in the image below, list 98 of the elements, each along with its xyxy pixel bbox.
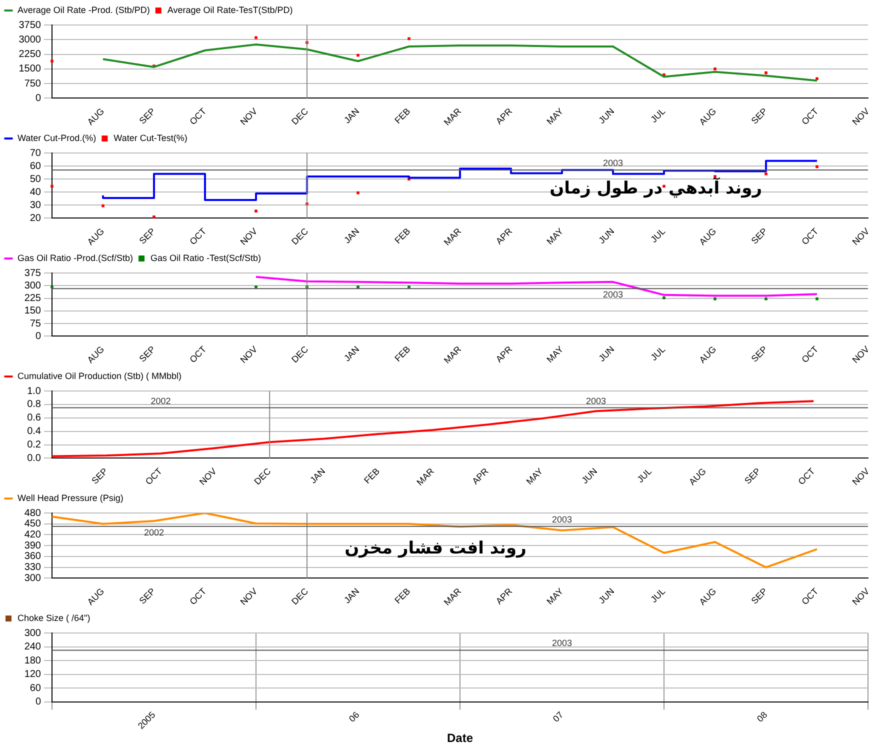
y-tick-label: 225 <box>24 293 42 304</box>
x-tick-label: JUL <box>648 106 668 125</box>
y-tick-label: 300 <box>24 280 42 292</box>
legend-label: Gas Oil Ratio -Test(Scf/Stb) <box>150 252 262 263</box>
point <box>764 297 768 300</box>
annotation: روند آبدهي در طول زمان <box>550 176 762 198</box>
y-tick-label: 1500 <box>18 64 42 75</box>
y-tick-label: 150 <box>24 306 42 317</box>
y-tick-label: 3000 <box>18 34 42 46</box>
y-tick-label: 0.2 <box>27 440 42 451</box>
point <box>662 296 666 300</box>
y-tick-label: 180 <box>24 655 42 666</box>
y-tick-label: 1.0 <box>27 386 42 397</box>
legend-label: Average Oil Rate-TesT(Stb/PD) <box>167 4 293 15</box>
x-tick-label: SEP <box>137 586 158 606</box>
y-tick-label: 75 <box>30 318 42 330</box>
x-tick-label: SEP <box>137 106 158 126</box>
x-tick-label: FEB <box>392 586 412 606</box>
x-tick-label: FEB <box>392 344 412 364</box>
point <box>764 71 768 74</box>
point <box>254 36 258 40</box>
point <box>50 60 54 63</box>
x-tick-label: SEP <box>137 344 158 364</box>
y-tick-label: 360 <box>24 551 42 562</box>
y-tick-label: 480 <box>24 508 42 519</box>
legend-label: Choke Size ( /64") <box>18 612 90 623</box>
y-tick-label: 0 <box>35 330 42 342</box>
x-tick-label: SEP <box>742 466 762 486</box>
annotation: 2003 <box>552 514 572 524</box>
y-tick-label: 450 <box>24 518 42 530</box>
y-tick-label: 70 <box>30 148 42 159</box>
x-tick-label: FEB <box>392 106 412 126</box>
x-axis-title: Date <box>446 731 474 746</box>
y-tick-label: 30 <box>30 200 42 211</box>
y-tick-label: 300 <box>24 572 42 584</box>
annotation: 2003 <box>586 396 606 406</box>
x-tick-label: 07 <box>551 710 566 724</box>
y-tick-label: 60 <box>30 160 42 172</box>
x-tick-label: SEP <box>90 466 110 486</box>
point <box>50 184 54 188</box>
x-tick-label: 06 <box>347 710 362 724</box>
y-tick-label: 330 <box>24 562 42 574</box>
x-tick-label: SEP <box>137 226 158 246</box>
point <box>714 68 716 70</box>
y-tick-label: 40 <box>30 186 42 198</box>
x-tick-label: JUL <box>648 586 668 605</box>
annotation: روند افت فشار مخزن <box>344 538 526 558</box>
legend-label: Well Head Pressure (Psig) <box>18 492 124 503</box>
x-tick-label: SEP <box>749 344 770 364</box>
point <box>254 210 258 212</box>
y-tick-label: 0.6 <box>27 412 42 424</box>
y-tick-label: 3750 <box>18 20 42 31</box>
point <box>356 54 360 57</box>
x-tick-label: SEP <box>749 106 770 126</box>
point <box>356 191 360 194</box>
x-tick-label: SEP <box>749 586 770 606</box>
point <box>50 286 54 288</box>
y-tick-label: 0 <box>35 92 42 104</box>
point <box>714 297 716 300</box>
y-tick-label: 120 <box>24 669 42 680</box>
x-tick-label: JUL <box>648 344 668 363</box>
legend-label: Gas Oil Ratio -Prod.(Scf/Stb) <box>18 252 134 263</box>
y-tick-label: 60 <box>30 682 42 694</box>
point <box>152 216 156 218</box>
legend-label: Average Oil Rate -Prod. (Stb/PD) <box>18 4 150 15</box>
y-tick-label: 50 <box>30 174 42 185</box>
x-tick-label: FEB <box>392 226 412 246</box>
point <box>662 184 666 188</box>
y-tick-label: 2250 <box>18 49 42 60</box>
legend-label: Water Cut-Prod.(%) <box>18 132 96 143</box>
legend-label: Water Cut-Test(%) <box>114 132 188 143</box>
y-tick-label: 750 <box>24 78 42 90</box>
annotation: 2003 <box>552 638 572 648</box>
annotation: 2003 <box>602 158 624 168</box>
y-tick-label: 390 <box>24 540 42 552</box>
y-tick-label: 0 <box>35 696 42 708</box>
point <box>816 297 818 300</box>
y-tick-label: 0.8 <box>27 399 42 410</box>
point <box>764 172 768 176</box>
point <box>102 204 104 208</box>
x-tick-label: JUL <box>635 466 654 485</box>
y-tick-label: 300 <box>24 628 42 639</box>
x-tick-label: SEP <box>749 226 770 246</box>
point <box>816 165 818 168</box>
x-tick-label: 08 <box>755 710 770 724</box>
y-tick-label: 240 <box>24 642 42 653</box>
x-tick-label: FEB <box>362 466 382 486</box>
legend-label: Cumulative Oil Production (Stb) ( MMbbl) <box>18 370 182 381</box>
annotation: 2003 <box>602 290 624 300</box>
x-tick-label: JUL <box>648 226 668 245</box>
y-tick-label: 420 <box>24 529 42 540</box>
annotation: 2002 <box>150 396 171 406</box>
y-tick-label: 0.0 <box>27 452 42 464</box>
annotation: 2002 <box>144 527 164 538</box>
y-tick-label: 375 <box>24 268 42 279</box>
y-tick-label: 0.4 <box>27 426 42 438</box>
point <box>408 37 410 40</box>
y-tick-label: 20 <box>30 212 42 224</box>
